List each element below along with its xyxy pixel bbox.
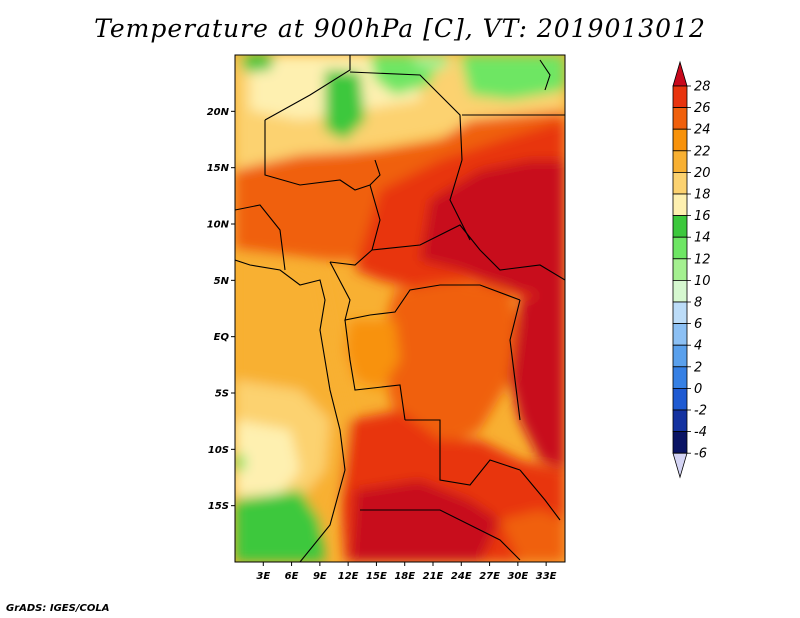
colorbar-box xyxy=(672,279,688,303)
lon-tick-label: 24E xyxy=(451,571,472,582)
country-borders xyxy=(235,55,565,562)
colorbar-box xyxy=(672,107,688,130)
lon-tick-label: 9E xyxy=(313,571,327,582)
map-title: Temperature at 900hPa [C], VT: 201901301… xyxy=(94,14,706,43)
colorbar-label: 26 xyxy=(694,101,711,116)
colorbar-box xyxy=(672,128,688,152)
colorbar-label: 6 xyxy=(694,317,702,332)
colorbar-box xyxy=(672,344,688,368)
colorbar-box xyxy=(672,366,688,389)
colorbar-box xyxy=(672,387,688,411)
lon-tick-label: 21E xyxy=(423,571,444,582)
lon-tick-label: 3E xyxy=(256,571,270,582)
lon-tick-label: 6E xyxy=(285,571,299,582)
colorbar-box xyxy=(672,193,688,217)
colorbar-label: 20 xyxy=(694,166,711,181)
colorbar-box xyxy=(672,215,688,238)
lon-tick-label: 15E xyxy=(366,571,387,582)
colorbar-top-arrow xyxy=(672,60,688,87)
lat-tick-label: 20N xyxy=(207,107,230,118)
lat-tick-label: 15S xyxy=(208,501,229,512)
lat-tick-label: 5S xyxy=(215,389,229,400)
colorbar-label: 2 xyxy=(694,360,702,375)
lat-tick-label: 15N xyxy=(207,163,230,174)
lat-tick-label: 5N xyxy=(214,276,230,287)
lon-tick-label: 27E xyxy=(479,571,500,582)
colorbar-label: 18 xyxy=(694,188,711,203)
colorbar-label: -2 xyxy=(694,404,707,419)
colorbar-label: 16 xyxy=(694,209,711,224)
colorbar-label: 8 xyxy=(694,296,702,311)
colorbar-label: 28 xyxy=(694,80,711,95)
colorbar-label: 22 xyxy=(694,144,711,159)
colorbar-label: -4 xyxy=(694,425,707,440)
colorbar-label: 24 xyxy=(694,123,711,138)
colorbar-box xyxy=(672,85,688,109)
lat-tick-label: EQ xyxy=(214,332,230,343)
lon-tick-label: 18E xyxy=(394,571,415,582)
colorbar-label: 10 xyxy=(694,274,711,289)
colorbar-label: 0 xyxy=(694,382,702,397)
lon-tick-label: 33E xyxy=(536,571,557,582)
colorbar-box xyxy=(672,258,688,281)
colorbar-box xyxy=(672,150,688,173)
colorbar-label: 12 xyxy=(694,252,711,267)
colorbar-label: -6 xyxy=(694,447,707,462)
colorbar-box xyxy=(672,409,688,433)
colorbar-bottom-arrow xyxy=(672,452,688,479)
lat-tick-label: 10S xyxy=(208,445,229,456)
longitude-axis: 3E 6E 9E 12E 15E 18E 21E 24E 27E 30E 33E xyxy=(256,562,557,582)
colorbar-box xyxy=(672,236,688,260)
lon-tick-label: 12E xyxy=(338,571,359,582)
grads-credit: GrADS: IGES/COLA xyxy=(6,603,110,614)
lat-tick-label: 10N xyxy=(207,220,230,231)
colorbar-label: 14 xyxy=(694,231,711,246)
colorbar-box xyxy=(672,431,688,454)
latitude-axis: 20N 15N 10N 5N EQ 5S 10S 15S xyxy=(207,107,235,512)
colorbar-box xyxy=(672,323,688,346)
temperature-field xyxy=(235,55,565,562)
lon-tick-label: 30E xyxy=(507,571,528,582)
colorbar-box xyxy=(672,171,688,195)
colorbar-label: 4 xyxy=(694,339,702,354)
map-frame xyxy=(234,54,566,563)
colorbar-box xyxy=(672,301,688,325)
